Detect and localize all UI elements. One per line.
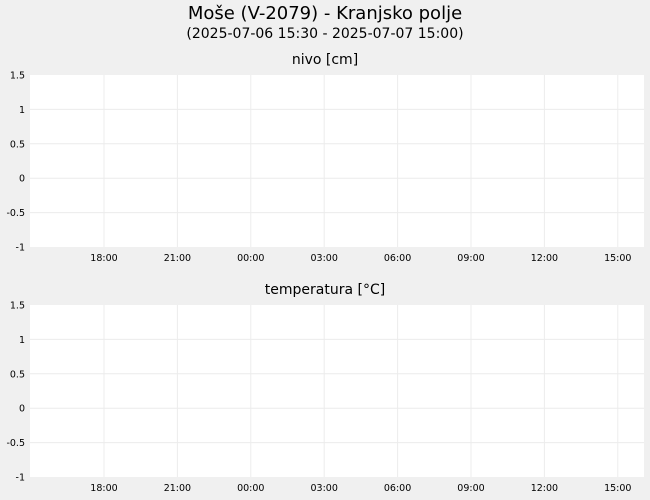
x-tick-label: 15:00	[604, 253, 631, 264]
x-tick-label: 03:00	[311, 483, 338, 494]
y-tick-label: 0.5	[10, 369, 25, 380]
chart-temperatura: 1.5 1 0.5 0 -0.5 -1 18:00 21:00 00:00 03:00 06:00 0…	[6, 301, 644, 494]
y-tick-label: 0	[19, 174, 25, 185]
y-tick-label: 0.5	[10, 139, 25, 150]
x-tick-label: 12:00	[531, 253, 558, 264]
page-title: Moše (V-2079) - Kranjsko polje	[187, 3, 463, 24]
x-tick-label: 06:00	[384, 253, 411, 264]
y-tick-label: 0	[19, 404, 25, 415]
x-tick-label: 18:00	[90, 483, 117, 494]
y-tick-label: 1.5	[10, 301, 25, 312]
y-tick-label: -1	[16, 243, 25, 254]
y-tick-label: -0.5	[6, 208, 25, 219]
x-tick-label: 03:00	[311, 253, 338, 264]
plot-area	[30, 305, 644, 477]
y-tick-label: -1	[16, 473, 25, 484]
y-tick-label: 1	[19, 335, 25, 346]
x-tick-label: 21:00	[164, 253, 191, 264]
page-subtitle: (2025-07-06 15:30 - 2025-07-07 15:00)	[186, 26, 464, 42]
chart-title-temperatura: temperatura [°C]	[264, 282, 386, 298]
x-tick-label: 15:00	[604, 483, 631, 494]
chart-nivo: 1.5 1 0.5 0 -0.5 -1 18:00 21:00 00:00 03:00 06:00 0…	[6, 71, 644, 264]
chart-title-nivo: nivo [cm]	[291, 52, 359, 68]
y-tick-label: 1.5	[10, 71, 25, 82]
x-tick-label: 09:00	[457, 253, 484, 264]
x-tick-label: 09:00	[457, 483, 484, 494]
x-tick-label: 00:00	[237, 483, 264, 494]
x-tick-label: 06:00	[384, 483, 411, 494]
y-tick-label: 1	[19, 105, 25, 116]
x-tick-label: 00:00	[237, 253, 264, 264]
x-tick-label: 18:00	[90, 253, 117, 264]
plot-area	[30, 75, 644, 247]
x-tick-label: 12:00	[531, 483, 558, 494]
y-tick-label: -0.5	[6, 438, 25, 449]
x-tick-label: 21:00	[164, 483, 191, 494]
